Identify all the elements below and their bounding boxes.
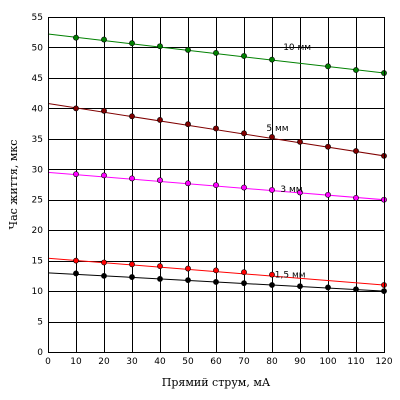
data-point (269, 282, 275, 288)
y-tick-label: 5 (37, 318, 43, 328)
x-tick-label: 100 (319, 357, 336, 367)
y-tick-label: 55 (32, 13, 43, 23)
data-point (101, 36, 107, 43)
data-point (269, 271, 275, 278)
series-labels: 10 мм 5 мм 3 мм 1,5 мм (266, 43, 311, 281)
data-point (213, 279, 219, 285)
data-point (213, 182, 219, 189)
data-point (353, 67, 359, 73)
data-point (185, 277, 191, 284)
data-point (353, 194, 359, 201)
data-points (73, 34, 387, 294)
data-point (241, 184, 247, 191)
data-point (269, 187, 275, 193)
data-point (241, 269, 247, 276)
data-point (129, 274, 135, 280)
x-tick-label: 50 (182, 357, 194, 367)
data-point (241, 280, 247, 287)
data-point (297, 283, 303, 290)
data-point (325, 284, 331, 291)
x-tick-label: 40 (154, 357, 166, 367)
x-tick-label: 20 (98, 357, 110, 367)
series-label: 1,5 мм (275, 271, 306, 281)
data-point (325, 191, 331, 198)
data-point (157, 117, 163, 123)
data-point (269, 134, 275, 140)
data-point (269, 56, 275, 63)
y-tick-label: 35 (32, 135, 43, 145)
data-point (297, 138, 303, 145)
data-point (157, 263, 163, 270)
data-point (101, 272, 107, 279)
y-tick-label: 20 (32, 226, 44, 236)
x-tick-label: 60 (210, 357, 222, 367)
x-tick-label: 30 (126, 357, 138, 367)
data-point (73, 105, 79, 112)
data-point (73, 270, 79, 277)
data-point (353, 286, 359, 293)
y-tick-label: 45 (32, 74, 43, 84)
data-point (185, 265, 191, 272)
data-point (129, 40, 135, 47)
data-point (241, 53, 247, 59)
data-point (185, 46, 191, 53)
tick-labels: 0 10 20 30 40 50 60 70 80 90 100 110 120 0 5 10 15 20 25 30… (32, 13, 393, 367)
data-point (101, 259, 107, 266)
y-tick-label: 0 (37, 348, 43, 358)
data-point (129, 175, 135, 182)
data-point (213, 267, 219, 274)
x-tick-label: 90 (294, 357, 306, 367)
series-label: 5 мм (266, 124, 288, 134)
data-point (157, 177, 163, 184)
data-point (101, 172, 107, 179)
data-point (325, 63, 331, 70)
plot-frame (48, 17, 385, 353)
data-point (241, 130, 247, 137)
y-tick-label: 15 (32, 257, 43, 267)
x-tick-label: 10 (70, 357, 82, 367)
data-point (101, 107, 107, 114)
y-tick-label: 10 (32, 287, 44, 297)
y-tick-label: 30 (32, 165, 44, 175)
data-point (213, 50, 219, 56)
y-tick-label: 50 (32, 43, 44, 53)
y-tick-label: 25 (32, 196, 43, 206)
data-point (325, 143, 331, 150)
data-point (185, 180, 191, 187)
data-point (185, 121, 191, 128)
x-tick-label: 70 (238, 357, 250, 367)
y-axis-title: Час життя, мкс (7, 140, 20, 230)
series-label: 3 мм (280, 185, 302, 195)
series-label: 10 мм (283, 43, 311, 53)
x-axis-title: Прямий струм, мА (162, 376, 271, 389)
x-tick-label: 110 (347, 357, 364, 367)
x-tick-label: 80 (266, 357, 278, 367)
data-point (129, 261, 135, 268)
x-tick-label: 120 (375, 357, 392, 367)
data-point (129, 113, 135, 120)
data-point (353, 148, 359, 154)
data-point (213, 125, 219, 132)
x-tick-label: 0 (45, 357, 51, 367)
data-point (157, 43, 163, 50)
data-point (157, 276, 163, 282)
data-point (73, 257, 79, 264)
data-point (73, 171, 79, 178)
data-point (297, 189, 303, 196)
y-tick-label: 40 (32, 104, 44, 114)
data-point (73, 34, 79, 41)
